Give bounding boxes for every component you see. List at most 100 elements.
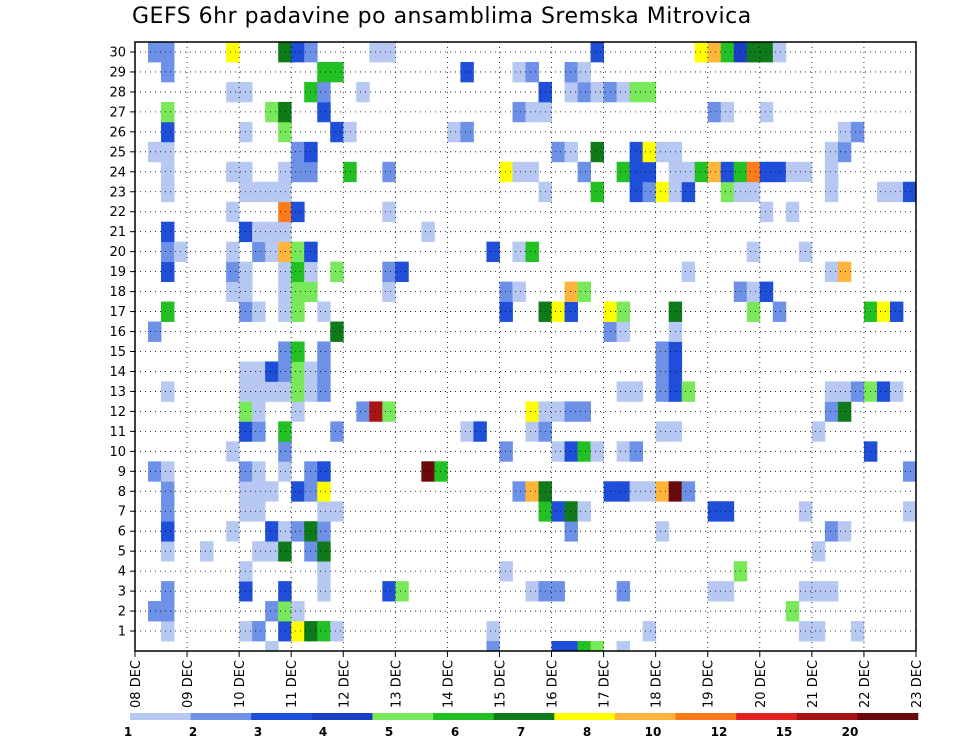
x-axis: 08 DEC 09 DEC 10 DEC 11 DEC 12 DEC 13 DEC 14 D…	[129, 651, 925, 708]
heatmap-cell	[720, 501, 735, 522]
heatmap-cell	[317, 621, 331, 642]
y-tick-label: 19	[109, 265, 126, 280]
heatmap-cell	[577, 501, 591, 522]
y-tick-label: 30	[109, 45, 126, 60]
heatmap-cell	[278, 581, 292, 602]
heatmap-cell	[291, 161, 305, 183]
heatmap-cell	[655, 341, 670, 362]
heatmap-cell	[291, 241, 305, 263]
heatmap-cell	[850, 621, 865, 642]
y-tick-label: 10	[109, 445, 126, 460]
heatmap-cell	[655, 421, 670, 442]
heatmap-cell	[226, 161, 240, 183]
heatmap-cell	[395, 581, 409, 602]
heatmap-cell	[616, 161, 631, 183]
heatmap-cell	[317, 581, 331, 602]
heatmap-cell	[252, 621, 266, 642]
heatmap-cell	[681, 381, 696, 402]
heatmap-cell	[278, 101, 292, 123]
heatmap-cell	[278, 381, 292, 402]
heatmap-cell	[161, 501, 175, 522]
heatmap-cell	[330, 261, 344, 283]
heatmap-cell	[616, 321, 631, 342]
colorbar-segment	[311, 713, 373, 720]
heatmap-cell	[278, 601, 292, 622]
heatmap-cell	[161, 161, 175, 183]
heatmap-cell	[720, 161, 735, 183]
heatmap-cell	[577, 281, 591, 302]
heatmap-cell	[642, 141, 657, 163]
heatmap-cell	[291, 281, 305, 302]
heatmap-cell	[564, 61, 578, 83]
heatmap-cell	[512, 161, 526, 183]
heatmap-cell	[330, 421, 344, 442]
heatmap-cell	[850, 121, 865, 143]
x-tick-label: 16 DEC	[546, 660, 561, 708]
heatmap-cell	[837, 381, 852, 402]
heatmap-cell	[564, 401, 578, 422]
heatmap-cell	[512, 241, 526, 263]
heatmap-cell	[317, 341, 331, 362]
heatmap-cell	[161, 461, 175, 482]
heatmap-cell	[746, 42, 761, 63]
heatmap-cell	[252, 481, 266, 502]
colorbar-segment	[554, 713, 616, 720]
heatmap-cell	[278, 121, 292, 143]
x-tick-label: 15 DEC	[493, 660, 508, 708]
colorbar-label: 6	[451, 725, 459, 739]
heatmap-cell	[486, 641, 500, 652]
y-tick-label: 15	[109, 345, 126, 360]
heatmap-cell	[564, 501, 578, 522]
heatmap-cell	[499, 561, 513, 582]
heatmap-cell	[369, 42, 383, 63]
heatmap-cell	[161, 581, 175, 602]
heatmap-cell	[889, 181, 904, 203]
heatmap-cell	[382, 281, 396, 302]
heatmap-cell	[226, 241, 240, 263]
heatmap-cell	[746, 181, 761, 203]
heatmap-cell	[824, 401, 839, 422]
heatmap-cell	[278, 621, 292, 642]
heatmap-cell	[551, 401, 565, 422]
colorbar-label: 2	[189, 725, 197, 739]
heatmap-cells	[148, 42, 917, 652]
heatmap-cell	[226, 42, 240, 63]
heatmap-cell	[226, 521, 240, 542]
colorbar-segment	[493, 713, 555, 720]
heatmap-cell	[278, 541, 292, 562]
heatmap-cell	[278, 181, 292, 203]
heatmap-cell	[148, 141, 162, 163]
heatmap-cell	[811, 421, 826, 442]
heatmap-cell	[837, 401, 852, 422]
heatmap-cell	[655, 521, 670, 542]
x-tick-label: 17 DEC	[598, 660, 613, 708]
heatmap-cell	[642, 181, 657, 203]
x-tick-label: 10 DEC	[233, 660, 248, 708]
heatmap-cell	[577, 641, 591, 652]
y-tick-label: 22	[109, 205, 126, 220]
colorbar-segment	[675, 713, 737, 720]
x-tick-label: 18 DEC	[650, 660, 665, 708]
heatmap-cell	[746, 281, 761, 302]
heatmap-cell	[759, 101, 774, 123]
heatmap-cell	[460, 61, 474, 83]
y-tick-label: 4	[118, 565, 126, 580]
heatmap-cell	[629, 161, 644, 183]
heatmap-cell	[252, 361, 266, 382]
heatmap-cell	[564, 441, 578, 462]
heatmap-cell	[512, 481, 526, 502]
heatmap-cell	[824, 181, 839, 203]
y-tick-label: 17	[109, 305, 126, 320]
heatmap-cell	[278, 301, 292, 322]
heatmap-cell	[824, 141, 839, 163]
heatmap-cell	[265, 541, 279, 562]
heatmap-cell	[291, 42, 305, 63]
colorbar-label: 4	[319, 725, 327, 739]
x-tick-label: 09 DEC	[181, 660, 196, 708]
heatmap-cell	[161, 521, 175, 542]
heatmap-cell	[369, 401, 383, 422]
heatmap-cell	[161, 221, 175, 243]
heatmap-cell	[759, 201, 774, 223]
heatmap-cell	[499, 441, 513, 462]
heatmap-cell	[889, 381, 904, 402]
